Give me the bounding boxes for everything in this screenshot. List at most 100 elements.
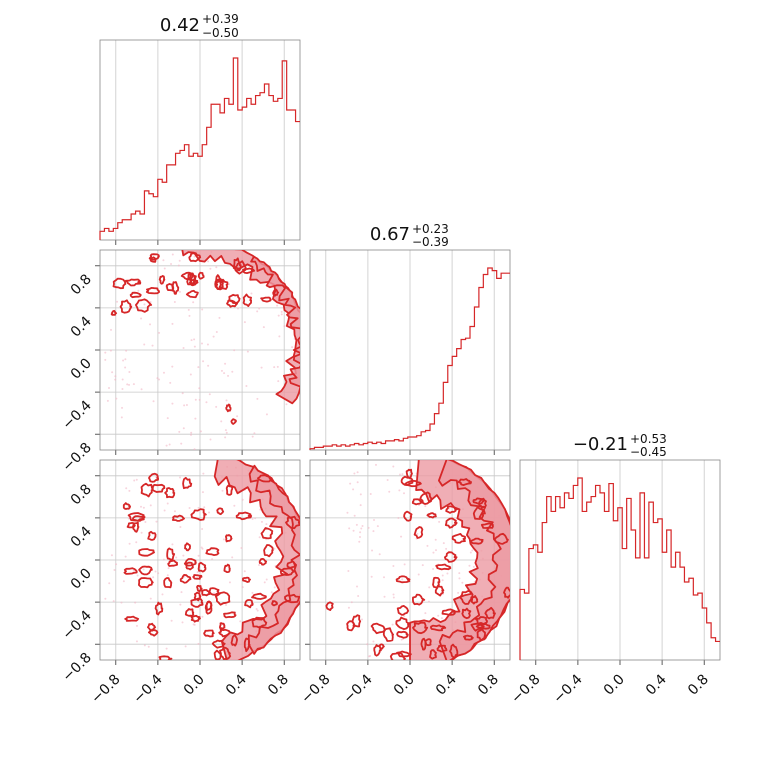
scatter-point	[192, 301, 195, 304]
contour-line	[234, 260, 247, 275]
contour-line	[197, 271, 205, 280]
scatter-point	[111, 371, 114, 374]
x-tick-label: 0.4	[643, 671, 670, 698]
scatter-point	[171, 365, 174, 368]
scatter-point	[158, 331, 161, 334]
contour-line	[138, 548, 155, 557]
scatter-point	[371, 549, 374, 552]
scatter-point	[265, 413, 268, 416]
contour-line	[218, 628, 231, 638]
scatter-point	[263, 581, 266, 584]
scatter-point	[224, 429, 227, 432]
scatter-point	[392, 596, 395, 599]
contour-line	[476, 628, 486, 641]
x-tick-label: 0.8	[685, 672, 712, 699]
scatter-point	[124, 555, 127, 558]
scatter-point	[441, 574, 444, 577]
contour-line	[426, 512, 437, 519]
x-tick-label: 0.4	[433, 671, 460, 698]
scatter-point	[194, 398, 197, 401]
scatter-point	[173, 301, 176, 304]
contour-line	[412, 593, 426, 606]
scatter-point	[149, 504, 152, 507]
scatter-point	[392, 565, 395, 568]
contour-line	[124, 615, 140, 622]
contour-line	[395, 575, 411, 584]
histogram-step-line	[99, 57, 300, 240]
scatter-point	[353, 472, 356, 475]
contour-line	[126, 522, 136, 529]
x-tick-label: −0.4	[550, 671, 585, 706]
contour-line	[226, 299, 239, 308]
contour-line	[158, 655, 173, 660]
contour-line	[192, 574, 203, 580]
histogram-step-line	[519, 477, 720, 660]
title-value-3: −0.21	[573, 434, 628, 455]
scatter-point	[201, 547, 204, 550]
contour-line	[148, 472, 159, 483]
contour-outline	[438, 460, 510, 660]
contour-line	[271, 600, 278, 607]
scatter-point	[359, 531, 362, 534]
scatter-point	[152, 576, 155, 579]
scatter-point	[175, 556, 178, 559]
scatter-point	[173, 510, 176, 513]
scatter-point	[392, 593, 395, 596]
contour-line	[163, 577, 173, 589]
scatter-point	[231, 370, 234, 373]
scatter-point	[193, 345, 196, 348]
contour-line	[185, 289, 199, 299]
scatter-point	[256, 310, 259, 313]
scatter-point	[225, 431, 228, 434]
histogram-panel-3	[519, 459, 721, 665]
contour-line	[457, 478, 472, 486]
title-minus-1: −0.50	[202, 26, 239, 40]
scatter-point	[388, 490, 391, 493]
scatter-point	[426, 544, 429, 547]
x-tick-label: 0.8	[265, 672, 292, 699]
scatter-point	[417, 573, 420, 576]
scatter-point	[258, 563, 261, 566]
contour-line	[124, 278, 142, 287]
joint-panel-2-1	[95, 249, 301, 455]
scatter-point	[347, 570, 350, 573]
contour-line	[225, 403, 232, 413]
scatter-point	[171, 543, 174, 546]
scatter-point	[350, 601, 353, 604]
scatter-point	[403, 563, 406, 566]
contour-line	[444, 551, 458, 563]
scatter-point	[194, 417, 197, 420]
scatter-point	[367, 526, 370, 529]
contour-line	[251, 616, 268, 629]
contour-line	[449, 643, 459, 659]
scatter-point	[201, 528, 204, 531]
scatter-point	[202, 472, 205, 475]
scatter-point	[178, 290, 181, 293]
contour-line	[235, 511, 253, 521]
scatter-point	[193, 255, 196, 258]
scatter-point	[155, 520, 158, 523]
contour-line	[225, 534, 233, 543]
contour-line	[205, 547, 220, 556]
scatter-point	[347, 606, 350, 609]
contour-line	[140, 482, 154, 498]
scatter-point	[201, 491, 204, 494]
scatter-point	[179, 476, 182, 479]
scatter-point	[177, 264, 180, 267]
scatter-point	[181, 392, 184, 395]
scatter-point	[202, 360, 205, 363]
scatter-point	[120, 416, 123, 419]
scatter-point	[108, 387, 111, 390]
contour-line	[286, 560, 296, 569]
contour-line	[412, 621, 429, 635]
contour-line	[484, 606, 496, 620]
scatter-point	[199, 430, 202, 433]
scatter-point	[166, 502, 169, 505]
scatter-point	[256, 609, 259, 612]
scatter-point	[352, 529, 355, 532]
contour-line	[216, 507, 225, 516]
scatter-point	[197, 506, 200, 509]
scatter-point	[121, 406, 124, 409]
scatter-point	[163, 267, 166, 270]
scatter-point	[156, 377, 159, 380]
